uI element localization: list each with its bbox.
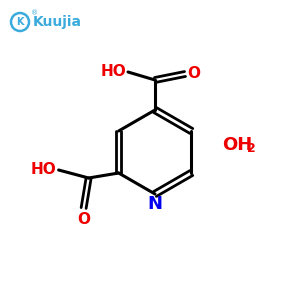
Text: N: N bbox=[148, 195, 163, 213]
Text: ®: ® bbox=[31, 10, 38, 16]
Text: HO: HO bbox=[100, 64, 126, 79]
Text: O: O bbox=[77, 212, 90, 227]
Text: OH: OH bbox=[222, 136, 252, 154]
Text: HO: HO bbox=[31, 161, 57, 176]
Text: 2: 2 bbox=[247, 142, 256, 155]
Text: K: K bbox=[16, 17, 24, 27]
Text: Kuujia: Kuujia bbox=[33, 15, 82, 29]
Text: O: O bbox=[187, 65, 200, 80]
